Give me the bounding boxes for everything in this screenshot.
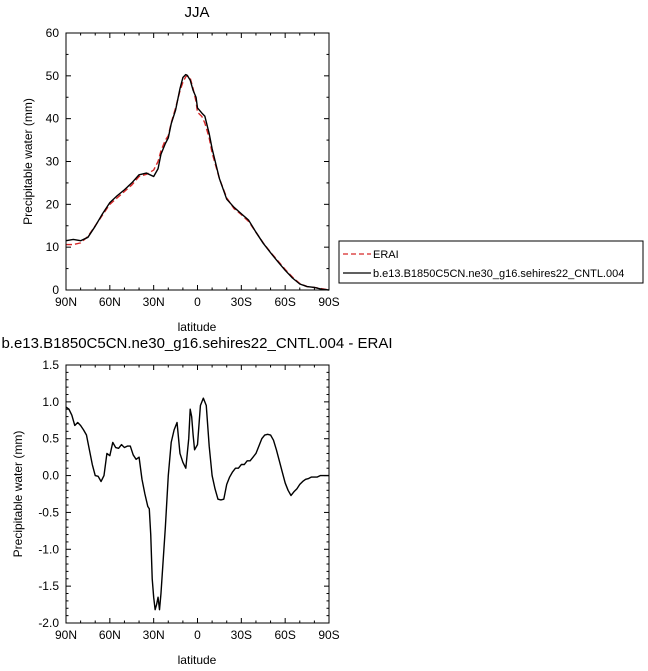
- panel1-title: JJA: [184, 4, 209, 21]
- panel2-x-tick-label: 60S: [274, 628, 295, 642]
- panel2-x-tick-label: 30N: [143, 628, 165, 642]
- panel2-series-series-0: [65, 397, 329, 611]
- panel1-y-axis-label: Precipitable water (mm): [21, 98, 35, 225]
- panel1-y-tick-label: 10: [46, 240, 60, 254]
- panel1-x-tick-label: 90S: [318, 295, 339, 309]
- panel1-x-tick-label: 60S: [274, 295, 295, 309]
- panel1-frame: [65, 32, 330, 291]
- panel2-y-tick-label: 0.0: [42, 469, 59, 483]
- panel2-y-tick-label: 1.5: [42, 358, 59, 372]
- panel1-plot-area: [65, 73, 330, 291]
- panel1-y-tick-label: 60: [46, 26, 60, 40]
- panel1-x-tick-label: 0: [194, 295, 201, 309]
- panel2-x-tick-label: 90N: [55, 628, 77, 642]
- panel1-x-tick-label: 90N: [55, 295, 77, 309]
- panel2-plot-area: [65, 397, 329, 611]
- panel1-y-axis: 0 10 20 30 40 50 60: [46, 26, 329, 297]
- panel2-x-tick-label: 0: [194, 628, 201, 642]
- panel2-x-tick-label: 60N: [99, 628, 121, 642]
- panel2-y-tick-label: -1.5: [38, 579, 59, 593]
- legend: ERAI b.e13.B1850C5CN.ne30_g16.sehires22_…: [338, 240, 644, 284]
- panel2-y-axis: -2.0 -1.5 -1.0 -0.5 0.0 0.5 1.0 1.5: [38, 358, 329, 630]
- panel2-x-tick-label: 90S: [318, 628, 339, 642]
- panel1-x-tick-label: 60N: [99, 295, 121, 309]
- panel1-x-axis-label: latitude: [178, 320, 217, 334]
- legend-label-erai: ERAI: [373, 249, 399, 261]
- panel2-y-tick-label: -2.0: [38, 616, 59, 630]
- panel1-series-b-e13-b1850c5cn-ne30-g16-sehires22-cntl-004: [65, 73, 330, 291]
- panel2-x-axis-label: latitude: [178, 653, 217, 667]
- panel2-y-tick-label: 0.5: [42, 432, 59, 446]
- panel1-y-tick-label: 30: [46, 155, 60, 169]
- panel1-y-tick-label: 40: [46, 112, 60, 126]
- panel1-x-tick-label: 30S: [231, 295, 252, 309]
- difference-panel: b.e13.B1850C5CN.ne30_g16.sehires22_CNTL.…: [1, 335, 392, 667]
- panel2-y-tick-label: -1.0: [38, 542, 59, 556]
- climatology-panel: JJA 90N 60N 30N 0 30S 60S 90S 0 10 20 30 40 50 60 la…: [21, 4, 340, 334]
- panel2-x-tick-label: 30S: [231, 628, 252, 642]
- panel2-y-tick-label: 1.0: [42, 395, 59, 409]
- panel1-x-axis: 90N 60N 30N 0 30S 60S 90S: [55, 33, 340, 309]
- panel1-y-tick-label: 20: [46, 197, 60, 211]
- panel1-y-tick-label: 0: [52, 283, 59, 297]
- panel2-x-axis: 90N 60N 30N 0 30S 60S 90S: [55, 365, 340, 642]
- panel2-y-axis-label: Precipitable water (mm): [11, 431, 25, 558]
- legend-label-model: b.e13.B1850C5CN.ne30_g16.sehires22_CNTL.…: [373, 268, 624, 280]
- legend-box: [338, 240, 644, 284]
- panel1-y-tick-label: 50: [46, 69, 60, 83]
- panel2-title: b.e13.B1850C5CN.ne30_g16.sehires22_CNTL.…: [1, 335, 392, 352]
- panel1-x-tick-label: 30N: [143, 295, 165, 309]
- panel2-y-tick-label: -0.5: [38, 505, 59, 519]
